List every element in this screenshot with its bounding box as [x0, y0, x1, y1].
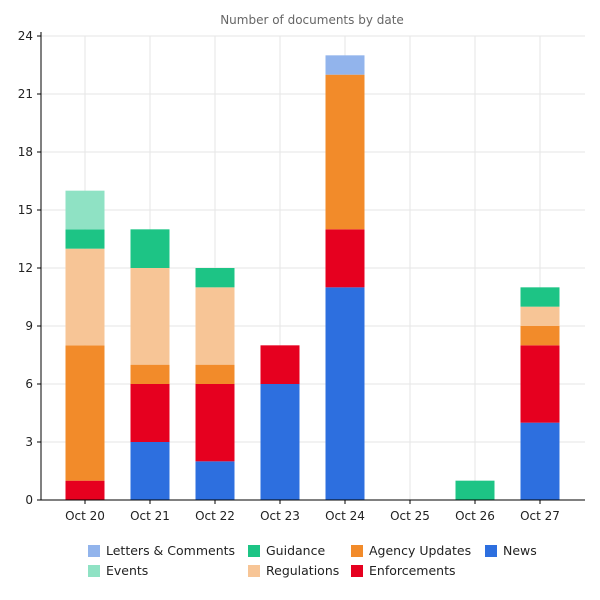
y-tick-label: 0 [25, 493, 33, 507]
bar-segment-agency-updates [195, 364, 235, 384]
bar-segment-enforcements [520, 345, 560, 423]
legend-swatch [485, 544, 497, 557]
bar-segment-enforcements [195, 384, 235, 462]
bar-segment-guidance [195, 268, 235, 288]
x-tick-label: Oct 23 [260, 509, 300, 523]
legend-item-events[interactable]: Events [88, 563, 148, 578]
legend-swatch [88, 564, 100, 577]
y-tick-label: 24 [18, 29, 33, 43]
bars [65, 55, 560, 500]
y-tick-label: 15 [18, 203, 33, 217]
legend-swatch [248, 564, 260, 577]
bar-segment-enforcements [325, 229, 365, 288]
y-tick-label: 3 [25, 435, 33, 449]
bar-segment-regulations [65, 248, 105, 346]
bar-segment-guidance [65, 229, 105, 249]
bar-segment-guidance [455, 480, 495, 500]
legend-item-regulations[interactable]: Regulations [248, 563, 339, 578]
bar-segment-regulations [195, 287, 235, 365]
legend-swatch [88, 544, 100, 557]
bar-segment-guidance [520, 287, 560, 307]
axes: 0 3 6 9 12 15 18 21 24 Oct 20 Oct 21 Oct 22 Oct 23 Oc… [18, 29, 585, 523]
legend-swatch [248, 544, 260, 557]
legend-swatch [351, 564, 363, 577]
legend-swatch [351, 544, 363, 557]
legend-label: Agency Updates [369, 543, 472, 558]
x-tick-label: Oct 22 [195, 509, 235, 523]
bar-segment-letters-comments [325, 55, 365, 75]
gridlines [41, 35, 585, 500]
legend-item-enforcements[interactable]: Enforcements [351, 563, 456, 578]
bar-segment-news [130, 442, 170, 500]
bar-segment-news [195, 461, 235, 500]
bar-segment-news [325, 287, 365, 500]
bar-segment-agency-updates [65, 345, 105, 481]
x-tick-label: Oct 20 [65, 509, 105, 523]
y-tick-label: 21 [18, 87, 33, 101]
legend-item-letters-comments[interactable]: Letters & Comments [88, 543, 235, 558]
chart-title: Number of documents by date [220, 13, 404, 27]
bar-segment-regulations [130, 268, 170, 365]
bar-segment-agency-updates [325, 74, 365, 230]
bar-segment-news [260, 384, 300, 500]
x-tick-label: Oct 26 [455, 509, 495, 523]
y-tick-label: 6 [25, 377, 33, 391]
x-tick-label: Oct 25 [390, 509, 430, 523]
legend-label: Guidance [266, 543, 326, 558]
x-tick-label: Oct 21 [130, 509, 170, 523]
bar-segment-enforcements [130, 384, 170, 442]
bar-segment-agency-updates [520, 326, 560, 346]
x-tick-label: Oct 24 [325, 509, 365, 523]
bar-segment-agency-updates [130, 364, 170, 384]
bar-segment-guidance [130, 229, 170, 268]
legend-item-news[interactable]: News [485, 543, 537, 558]
legend-label: News [503, 543, 537, 558]
bar-segment-enforcements [260, 345, 300, 384]
legend-label: Regulations [266, 563, 340, 578]
bar-segment-news [520, 422, 560, 500]
x-tick-label: Oct 27 [520, 509, 560, 523]
legend-label: Letters & Comments [106, 543, 236, 558]
legend-label: Events [106, 563, 149, 578]
bar-segment-events [65, 190, 105, 230]
y-tick-label: 12 [18, 261, 33, 275]
legend-label: Enforcements [369, 563, 456, 578]
legend-item-guidance[interactable]: Guidance [248, 543, 325, 558]
legend-item-agency-updates[interactable]: Agency Updates [351, 543, 471, 558]
y-tick-label: 18 [18, 145, 33, 159]
bar-segment-regulations [520, 306, 560, 326]
y-tick-label: 9 [25, 319, 33, 333]
bar-segment-enforcements [65, 480, 105, 500]
